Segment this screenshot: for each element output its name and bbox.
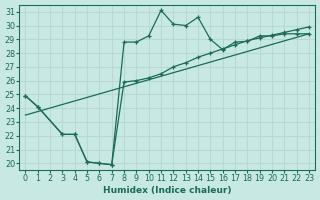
X-axis label: Humidex (Indice chaleur): Humidex (Indice chaleur) xyxy=(103,186,231,195)
